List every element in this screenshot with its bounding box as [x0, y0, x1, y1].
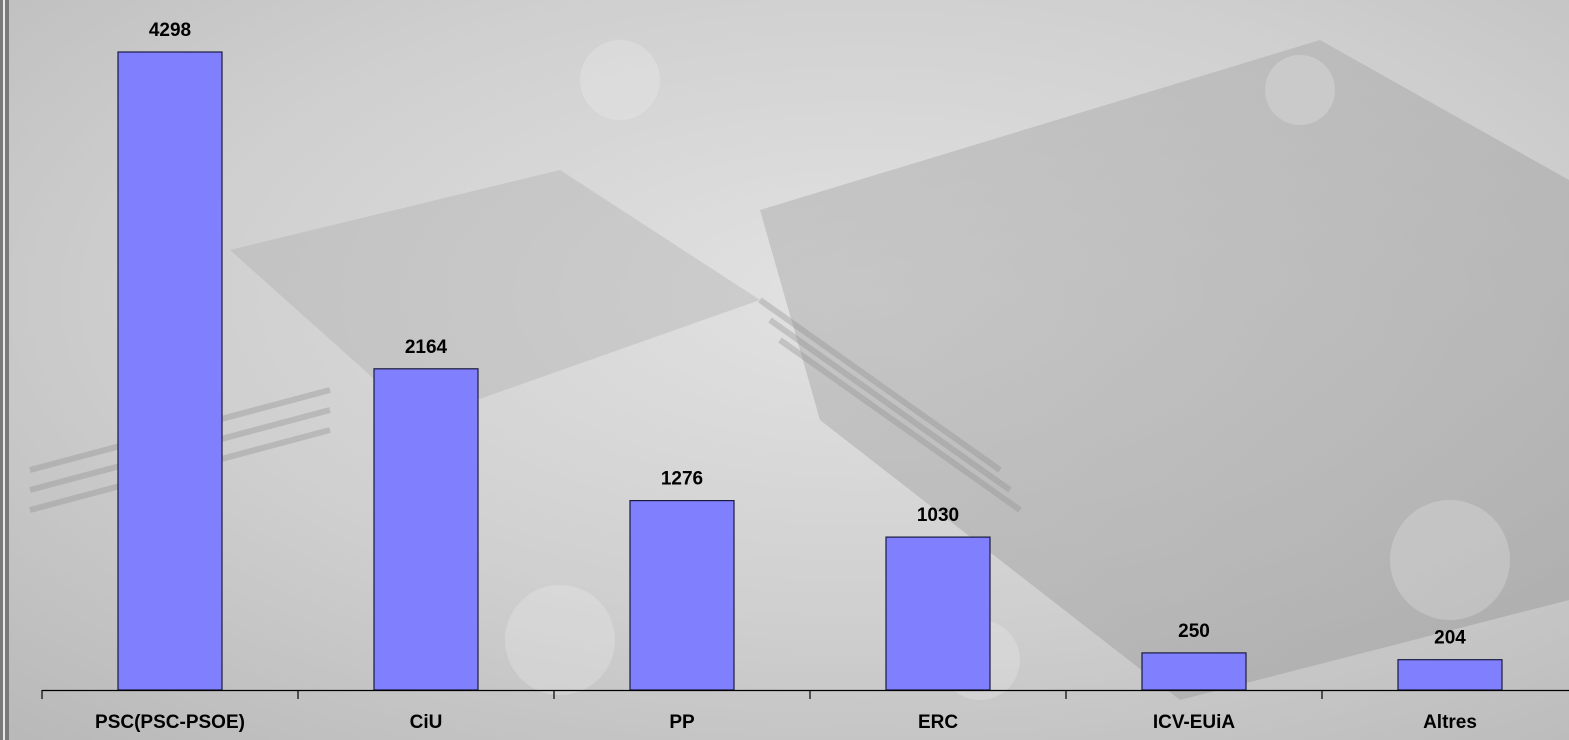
value-label-5: 204 [1434, 628, 1466, 649]
bar-0 [117, 51, 223, 691]
value-label-4: 250 [1178, 621, 1210, 642]
bar-4 [1141, 652, 1247, 691]
bar-series [117, 51, 1503, 691]
tick-label-0: PSC(PSC-PSOE) [95, 712, 245, 733]
tick-label-5: Altres [1423, 712, 1477, 733]
x-axis-ticks [41, 690, 1323, 699]
bar-1 [373, 368, 479, 691]
bar-5 [1397, 659, 1503, 691]
value-label-3: 1030 [917, 505, 959, 526]
value-label-2: 1276 [661, 469, 703, 490]
tick-label-4: ICV-EUiA [1153, 712, 1236, 733]
bar-2 [629, 500, 735, 691]
data-labels: 4298 2164 1276 1030 250 204 [149, 20, 1466, 649]
bar-3 [885, 536, 991, 691]
value-label-1: 2164 [405, 337, 448, 358]
x-axis-tick-labels: PSC(PSC-PSOE) CiU PP ERC ICV-EUiA Altres [95, 712, 1477, 733]
tick-label-1: CiU [410, 712, 443, 733]
value-label-0: 4298 [149, 20, 191, 41]
tick-label-3: ERC [918, 712, 958, 733]
tick-label-2: PP [669, 712, 695, 733]
